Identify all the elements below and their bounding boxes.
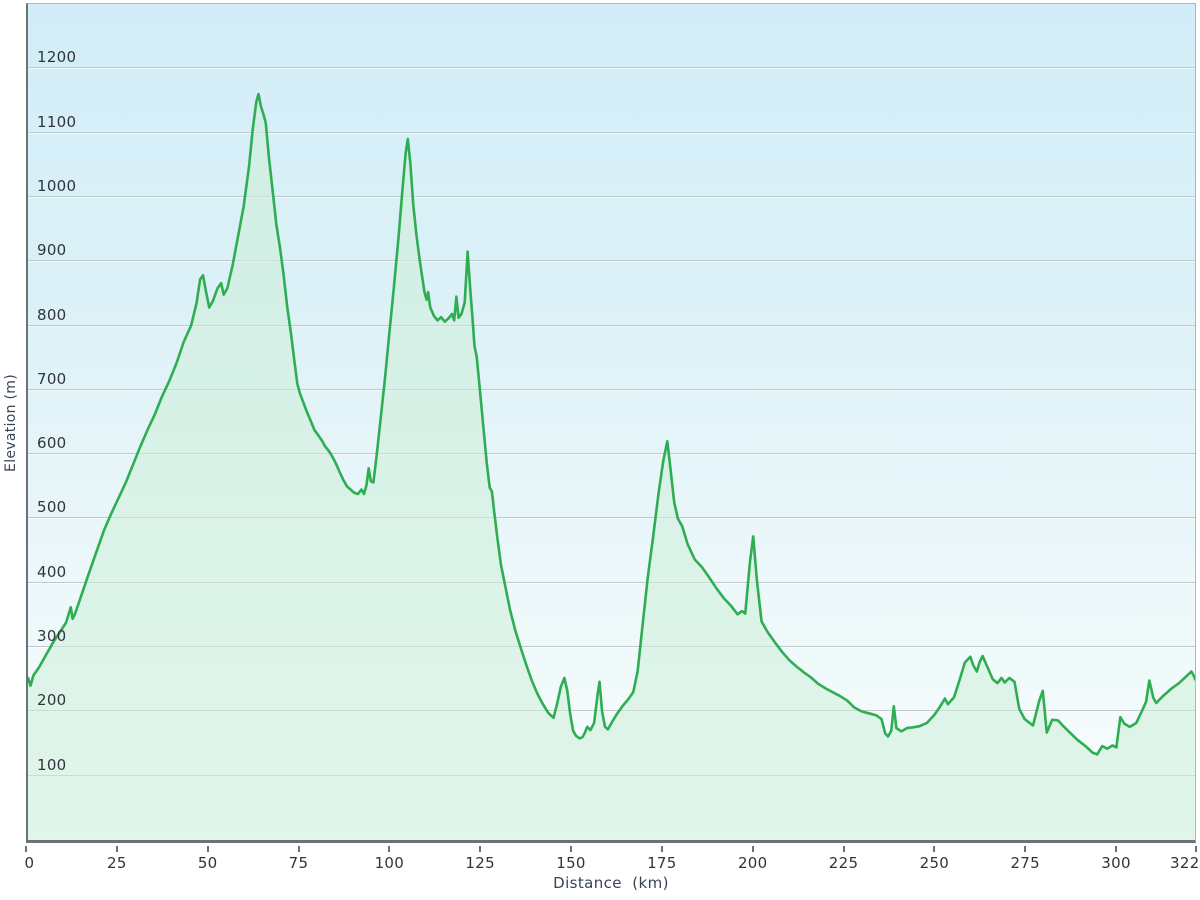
y-tick-label: 200 xyxy=(37,691,67,710)
x-tick-mark xyxy=(1024,846,1027,852)
y-tick-label: 400 xyxy=(37,562,67,581)
x-tick-label: 200 xyxy=(737,854,768,872)
elevation-line xyxy=(28,94,1195,754)
gridline xyxy=(28,67,1195,69)
x-tick-label: 125 xyxy=(465,854,495,872)
x-tick-label: 100 xyxy=(374,854,405,872)
x-axis-title: Distance (km) xyxy=(553,874,669,892)
x-tick-label: 175 xyxy=(647,854,677,872)
gridline xyxy=(28,646,1195,648)
plot-inner: 100 200 300 400 500 600 700 800 900 1000 1100 1200 xyxy=(28,4,1195,840)
x-tick-label: 25 xyxy=(106,854,127,872)
plot-area: 100 200 300 400 500 600 700 800 900 1000 1100 1200 xyxy=(26,3,1196,843)
x-tick-mark xyxy=(25,846,27,852)
gridline xyxy=(28,195,1195,197)
elevation-profile-svg xyxy=(28,4,1195,840)
y-tick-label: 1100 xyxy=(37,112,77,131)
x-axis: 0 25 50 75 100 125 150 175 200 225 250 275 300 322 xyxy=(24,846,1199,896)
gridline xyxy=(28,710,1195,712)
x-tick-mark xyxy=(933,846,936,852)
x-tick-mark xyxy=(842,846,845,852)
x-tick-mark xyxy=(570,846,573,852)
y-tick-label: 1000 xyxy=(37,176,77,195)
y-axis-title-text: Elevation (m) xyxy=(3,374,19,472)
y-tick-label: 700 xyxy=(37,369,67,388)
y-tick-label: 900 xyxy=(37,241,67,260)
x-tick-label: 250 xyxy=(919,854,950,872)
x-tick-mark xyxy=(206,846,209,852)
x-tick-mark xyxy=(297,846,300,852)
gridline xyxy=(28,517,1195,519)
y-tick-label: 500 xyxy=(37,498,67,517)
x-tick-label: 275 xyxy=(1010,854,1040,872)
gridline xyxy=(28,260,1195,262)
gridline xyxy=(28,388,1195,390)
x-tick-mark xyxy=(388,846,391,852)
elevation-area xyxy=(28,94,1195,840)
x-tick-label: 322 xyxy=(1170,854,1200,872)
x-tick-label: 300 xyxy=(1101,854,1131,872)
y-tick-label: 100 xyxy=(37,755,67,774)
gridline xyxy=(28,453,1195,455)
x-tick-mark xyxy=(751,846,754,852)
x-tick-mark xyxy=(115,846,118,852)
y-tick-label: 300 xyxy=(37,627,67,646)
x-tick-mark xyxy=(660,846,663,852)
x-tick-label: 0 xyxy=(24,854,35,872)
gridline xyxy=(28,581,1195,583)
gridline xyxy=(28,324,1195,326)
x-tick-label: 225 xyxy=(828,854,859,872)
x-tick-mark xyxy=(1195,846,1197,852)
y-tick-label: 1200 xyxy=(37,48,77,67)
y-tick-label: 600 xyxy=(37,434,67,453)
y-tick-label: 800 xyxy=(37,305,67,324)
x-tick-mark xyxy=(1115,846,1118,852)
gridline xyxy=(28,131,1195,133)
x-tick-label: 75 xyxy=(288,854,309,872)
x-tick-mark xyxy=(479,846,482,852)
x-tick-label: 50 xyxy=(197,854,218,872)
y-axis-title: Elevation (m) xyxy=(0,3,22,843)
x-tick-label: 150 xyxy=(556,854,586,872)
